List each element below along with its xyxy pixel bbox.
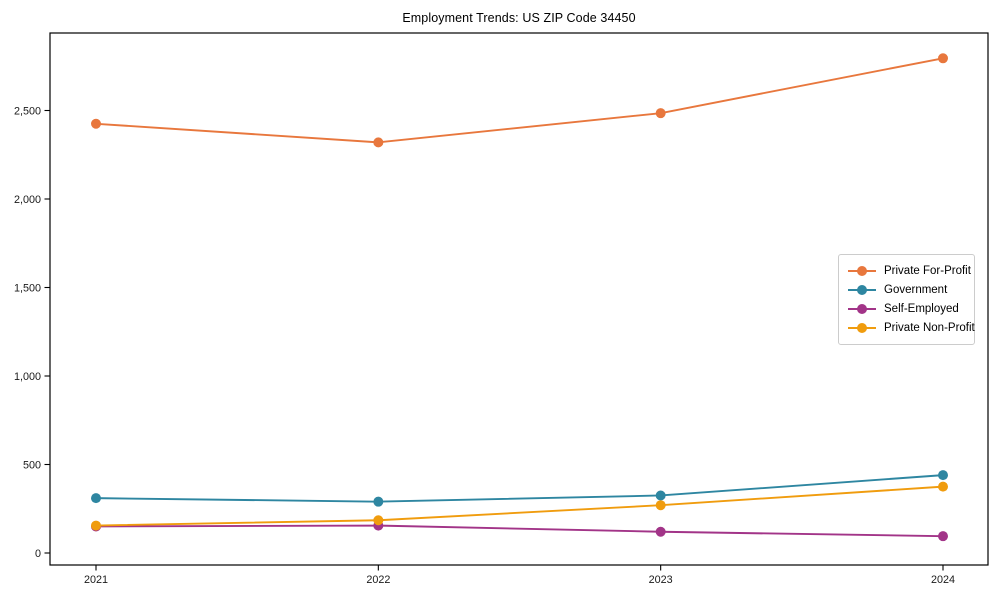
legend-label: Private Non-Profit [884, 322, 975, 334]
chart-title: Employment Trends: US ZIP Code 34450 [402, 11, 636, 25]
legend-dot-icon [857, 266, 867, 276]
data-point-private-non-profit-2021 [91, 520, 101, 531]
y-tick-label: 1,500 [14, 282, 41, 294]
y-tick-label: 2,500 [14, 105, 41, 117]
x-tick-label: 2022 [366, 574, 390, 586]
series-line-government [95, 474, 944, 503]
legend-item-private-non-profit: Private Non-Profit [848, 319, 975, 337]
data-point-government-2022 [373, 496, 384, 507]
data-point-private-for-profit-2023 [655, 108, 666, 119]
data-point-private-non-profit-2023 [655, 500, 666, 511]
data-point-private-non-profit-2024 [938, 481, 948, 492]
legend-dot-icon [857, 285, 867, 295]
data-point-private-for-profit-2024 [938, 53, 948, 64]
legend-marker-private-non-profit [848, 323, 876, 333]
data-point-government-2024 [938, 470, 948, 481]
series-line-private-for-profit [95, 57, 944, 144]
legend-label: Government [884, 284, 948, 296]
legend-marker-private-for-profit [848, 266, 876, 276]
legend-marker-government [848, 285, 876, 295]
x-tick-label: 2023 [649, 574, 673, 586]
data-point-government-2021 [91, 493, 101, 504]
legend-marker-self-employed [848, 304, 876, 314]
series-line-self-employed [95, 524, 944, 538]
legend-dot-icon [857, 323, 867, 333]
legend-item-self-employed: Self-Employed [848, 300, 966, 318]
data-point-self-employed-2023 [655, 526, 666, 537]
data-point-private-for-profit-2022 [373, 137, 384, 148]
legend-dot-icon [857, 304, 867, 314]
legend-label: Self-Employed [884, 303, 959, 315]
legend-item-government: Government [848, 281, 966, 299]
axes-frame [49, 32, 989, 566]
x-tick-label: 2024 [931, 574, 955, 586]
y-tick-label: 1,000 [14, 371, 41, 383]
x-tick-label: 2021 [84, 574, 108, 586]
data-point-government-2023 [655, 490, 666, 501]
legend-item-private-for-profit: Private For-Profit [848, 262, 971, 280]
data-point-private-for-profit-2021 [91, 118, 101, 129]
legend: Private For-Profit Government Self-Emplo… [838, 254, 975, 345]
y-tick-label: 0 [35, 548, 41, 560]
data-point-private-non-profit-2022 [373, 515, 384, 526]
series-line-private-non-profit [95, 485, 944, 527]
data-point-self-employed-2024 [938, 531, 948, 542]
legend-label: Private For-Profit [884, 265, 971, 277]
y-tick-label: 2,000 [14, 194, 41, 206]
y-tick-label: 500 [23, 459, 41, 471]
